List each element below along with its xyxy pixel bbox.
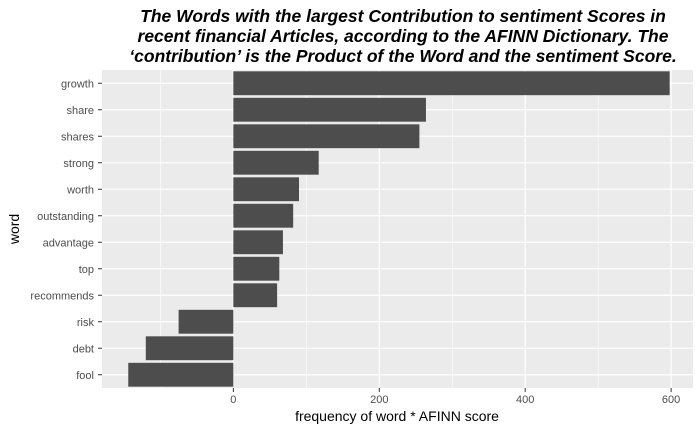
bar-growth <box>233 71 670 96</box>
x-axis-title: frequency of word * AFINN score <box>295 408 499 424</box>
x-tick-label-0: 0 <box>230 394 236 406</box>
y-tick-label-advantage: advantage <box>43 237 94 249</box>
y-tick-label-worth: worth <box>66 184 94 196</box>
y-tick-label-top: top <box>79 264 94 276</box>
bar-debt <box>145 336 234 361</box>
bar-risk <box>178 309 234 334</box>
y-tick-label-fool: fool <box>76 370 94 382</box>
x-tick-label-200: 200 <box>370 394 388 406</box>
bar-fool <box>128 362 234 387</box>
bar-share <box>233 97 426 122</box>
y-tick-labels: growth share shares strong worth outstanding a… <box>30 78 102 382</box>
y-tick-label-strong: strong <box>63 158 94 170</box>
bars <box>128 71 670 387</box>
x-tick-label-400: 400 <box>516 394 534 406</box>
y-tick-label-share: share <box>66 105 94 117</box>
y-tick-label-debt: debt <box>73 343 94 355</box>
x-tick-label-600: 600 <box>662 394 680 406</box>
y-tick-label-shares: shares <box>61 131 95 143</box>
bar-recommends <box>233 283 278 308</box>
bar-strong <box>233 150 319 175</box>
bar-outstanding <box>233 203 294 228</box>
y-axis-title: word <box>6 214 22 245</box>
plot-panel <box>102 70 693 388</box>
bar-worth <box>233 177 299 202</box>
y-tick-label-outstanding: outstanding <box>37 211 94 223</box>
chart-title-line-2: recent financial Articles, according to … <box>138 26 669 46</box>
y-tick-label-growth: growth <box>61 78 94 90</box>
x-tick-labels: 0 200 400 600 <box>230 388 680 406</box>
bar-top <box>233 256 280 281</box>
bar-shares <box>233 124 420 149</box>
chart-title: The Words with the largest Contribution … <box>129 6 676 66</box>
chart-title-line-1: The Words with the largest Contribution … <box>140 6 666 26</box>
bar-advantage <box>233 230 283 255</box>
y-tick-label-recommends: recommends <box>30 290 94 302</box>
chart-title-line-3: ‘contribution’ is the Product of the Wor… <box>129 46 676 66</box>
y-tick-label-risk: risk <box>77 317 95 329</box>
